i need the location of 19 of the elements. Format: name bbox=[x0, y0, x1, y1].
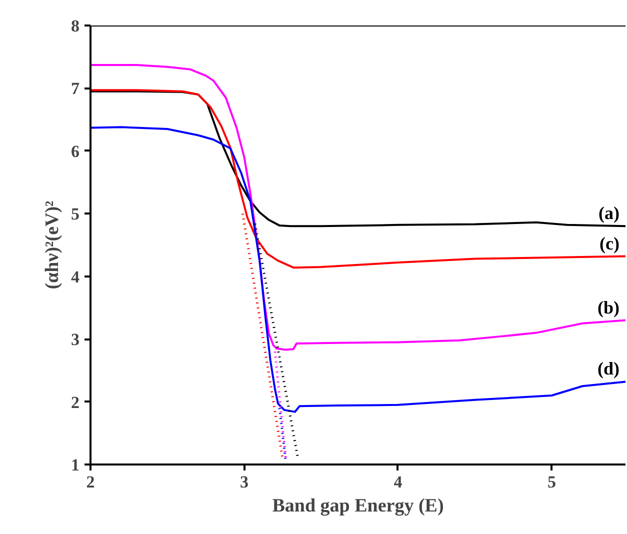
line-series bbox=[90, 64, 626, 351]
series-label: (d) bbox=[598, 358, 620, 379]
series-label: (a) bbox=[598, 203, 620, 224]
x-tick-label: 5 bbox=[547, 472, 556, 492]
x-axis-title: Band gap Energy (E) bbox=[272, 496, 444, 516]
y-tick-label: 4 bbox=[71, 267, 80, 286]
y-tick-label: 1 bbox=[71, 456, 80, 474]
y-tick-label: 6 bbox=[71, 142, 80, 161]
y-axis-title: (αhν)²(eV)² bbox=[42, 200, 63, 290]
x-tick-label: 2 bbox=[86, 472, 95, 492]
x-tick-label: 4 bbox=[394, 472, 403, 492]
series-label: (c) bbox=[600, 233, 620, 254]
series-label: (b) bbox=[598, 297, 620, 318]
y-tick-label: 5 bbox=[71, 204, 80, 224]
y-tick-label: 8 bbox=[71, 16, 80, 36]
y-tick-label: 7 bbox=[71, 79, 80, 98]
y-tick-label: 3 bbox=[71, 330, 80, 350]
x-tick-label: 3 bbox=[240, 472, 248, 492]
y-tick-label: 2 bbox=[71, 392, 80, 412]
